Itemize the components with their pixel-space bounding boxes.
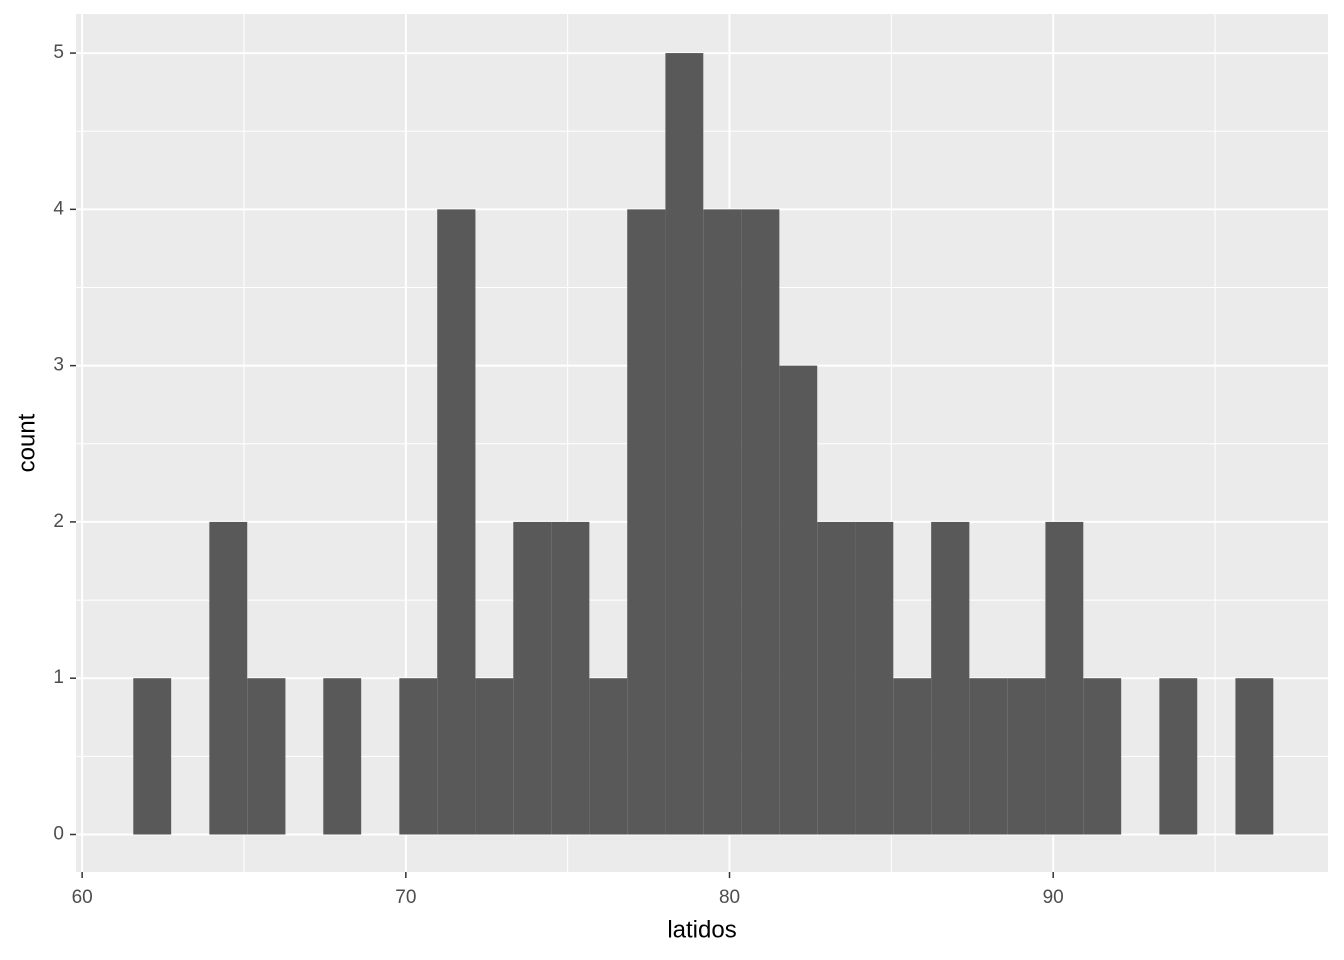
bar: [209, 521, 248, 835]
y-tick-label: 2: [53, 511, 64, 532]
y-tick-label: 0: [53, 824, 64, 845]
bar: [437, 209, 476, 835]
bar: [779, 365, 818, 835]
bar: [1083, 678, 1122, 835]
x-tick-label: 70: [395, 887, 416, 908]
bar: [931, 521, 970, 835]
bar: [247, 678, 286, 835]
x-tick-label: 60: [72, 887, 93, 908]
bar: [133, 678, 172, 835]
bar: [817, 521, 856, 835]
bar: [741, 209, 780, 835]
bar: [589, 678, 628, 835]
bar: [475, 678, 514, 835]
y-axis-title: count: [13, 413, 40, 472]
x-tick-label: 80: [719, 887, 740, 908]
bar: [1235, 678, 1274, 835]
bar: [893, 678, 932, 835]
bar: [703, 209, 742, 835]
y-tick-label: 3: [53, 355, 64, 376]
y-tick-label: 1: [53, 667, 64, 688]
bar: [665, 53, 704, 835]
bar: [551, 521, 590, 835]
bar: [855, 521, 894, 835]
x-tick-label: 90: [1043, 887, 1064, 908]
bar: [513, 521, 552, 835]
bar: [969, 678, 1008, 835]
x-axis-title: latidos: [667, 916, 736, 943]
bar: [1159, 678, 1198, 835]
bar: [1045, 521, 1084, 835]
bar: [1007, 678, 1046, 835]
bar: [323, 678, 362, 835]
bar: [627, 209, 666, 835]
y-tick-label: 4: [53, 198, 64, 219]
y-tick-label: 5: [53, 42, 64, 63]
bar: [399, 678, 438, 835]
